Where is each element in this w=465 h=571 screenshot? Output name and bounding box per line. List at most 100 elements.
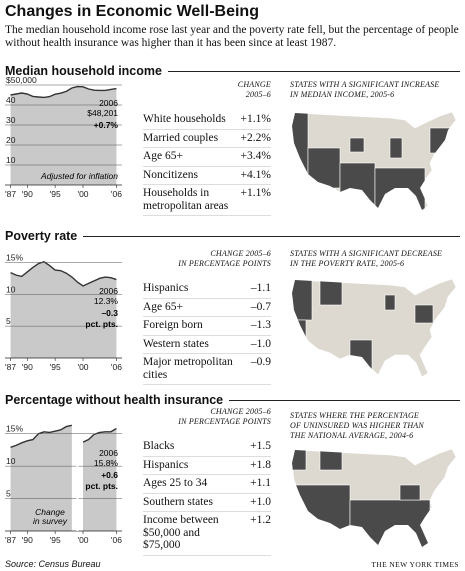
map-title-line: OF UNINSURED WAS HIGHER THAN (290, 421, 424, 430)
rule (167, 70, 460, 72)
x-tick-label: '87 (5, 535, 16, 545)
change-table: CHANGE 2005–6 IN PERCENTAGE POINTS Hispani… (143, 249, 271, 385)
annotation: in survey (33, 516, 68, 526)
table-row: Blacks +1.5 (143, 438, 271, 457)
row-value: +1.5 (250, 440, 271, 452)
y-tick-label: 15% (6, 424, 23, 434)
y-tick-label: 5 (6, 316, 11, 326)
table-row: Households in metropolitan areas +1.1% (143, 185, 271, 216)
table-header: CHANGE 2005–6 (143, 80, 271, 99)
row-label: Western states (143, 337, 209, 350)
source: Source: Census Bureau (5, 559, 101, 569)
annotation: 12.3% (94, 296, 119, 306)
table-header-line: IN PERCENTAGE POINTS (178, 258, 271, 268)
table-row: Southern states +1.0 (143, 494, 271, 512)
table-header: CHANGE 2005–6 IN PERCENTAGE POINTS (143, 249, 271, 268)
x-tick-label: '00 (77, 535, 88, 545)
section-heading: Percentage without health insurance (5, 393, 460, 407)
change-table: CHANGE 2005–6 White households +1.1% Married… (143, 80, 271, 216)
y-tick-label: 10 (6, 284, 16, 294)
y-tick-label: 10 (6, 155, 16, 165)
annotation: Adjusted for inflation (40, 171, 118, 181)
row-label: Age 65+ (143, 150, 184, 162)
row-label: White households (143, 113, 226, 125)
row-value: –1.3 (250, 319, 271, 331)
us-map (291, 448, 457, 548)
row-label: Households in metropolitan areas (143, 187, 229, 212)
annotation: –0.3 (101, 308, 118, 318)
table-row: Noncitizens +4.1% (143, 167, 271, 185)
line (10, 260, 117, 287)
annotation: 2006 (99, 448, 118, 458)
map-title: STATES WITH A SIGNIFICANT INCREASE IN MED… (290, 80, 460, 100)
map-title-line: STATES WITH A SIGNIFICANT DECREASE (290, 249, 443, 258)
y-tick-label: 5 (6, 489, 11, 499)
row-value: +1.0 (250, 495, 271, 508)
x-tick-label: '95 (50, 189, 61, 199)
x-tick-label: '00 (77, 362, 88, 372)
annotation: $48,201 (87, 108, 118, 118)
y-tick-label: $50,000 (6, 75, 37, 85)
row-label: Ages 25 to 34 (143, 477, 208, 489)
row-value: +1.2 (250, 514, 271, 526)
x-tick-label: '00 (77, 189, 88, 199)
annotation: +0.7% (94, 120, 119, 130)
table-header-line: IN PERCENTAGE POINTS (178, 416, 271, 426)
row-label: Southern states (143, 495, 213, 508)
x-tick-label: '90 (22, 535, 33, 545)
annotation: Change (35, 507, 65, 517)
row-value: –0.9 (250, 356, 271, 368)
row-value: +1.1% (240, 187, 271, 199)
line (82, 427, 117, 443)
title: Changes in Economic Well-Being (5, 3, 259, 20)
y-tick-label: 15% (6, 252, 23, 262)
section-title: Percentage without health insurance (5, 393, 224, 407)
x-tick-label: '06 (111, 189, 122, 199)
x-tick-label: '06 (111, 535, 122, 545)
subtitle: The median household income rose last ye… (5, 24, 459, 49)
table-row: Hispanics –1.1 (143, 280, 271, 299)
rule (229, 399, 460, 401)
row-label: Hispanics (143, 458, 189, 471)
map-title: STATES WITH A SIGNIFICANT DECREASE IN THE… (290, 249, 460, 269)
section-heading: Median household income (5, 64, 460, 78)
table-row: Income between $50,000 and $75,000 +1.2 (143, 512, 271, 556)
table-header-line: CHANGE (237, 80, 271, 89)
annotation: +0.6 (101, 470, 118, 480)
table-header-line: CHANGE 2005–6 (210, 249, 271, 258)
section-heading: Poverty rate (5, 229, 460, 243)
row-label: Blacks (143, 440, 175, 452)
section-title: Poverty rate (5, 229, 78, 243)
x-tick-label: '06 (111, 362, 122, 372)
line (10, 85, 117, 99)
map-title-line: STATES WITH A SIGNIFICANT INCREASE (290, 80, 440, 89)
y-tick-label: 40 (6, 95, 16, 105)
table-row: Hispanics +1.8 (143, 457, 271, 475)
annotation: 2006 (99, 286, 118, 296)
row-value: –1.1 (250, 282, 271, 294)
row-value: +1.1 (250, 477, 271, 489)
x-tick-label: '90 (22, 362, 33, 372)
map-title-line: STATES WHERE THE PERCENTAGE (290, 411, 420, 420)
row-label: Noncitizens (143, 168, 198, 181)
table-row: Major metropolitan cities –0.9 (143, 354, 271, 385)
table-row: Ages 25 to 34 +1.1 (143, 475, 271, 494)
table-header-line: CHANGE 2005–6 (210, 407, 271, 416)
x-tick-label: '95 (50, 535, 61, 545)
row-value: +1.8 (250, 458, 271, 471)
area (10, 86, 117, 185)
row-label: Hispanics (143, 282, 189, 294)
row-label: Major metropolitan cities (143, 356, 233, 381)
change-table: CHANGE 2005–6 IN PERCENTAGE POINTS Blacks +… (143, 407, 271, 556)
x-tick-label: '90 (22, 189, 33, 199)
map-title-line: IN THE POVERTY RATE, 2005-6 (290, 259, 405, 268)
credit: THE NEW YORK TIMES (371, 560, 459, 569)
row-value: +2.2% (240, 131, 271, 144)
row-value: +3.4% (240, 150, 271, 162)
table-row: White households +1.1% (143, 111, 271, 130)
area (83, 428, 117, 531)
annotation: pct. pts. (85, 481, 118, 491)
area (10, 261, 117, 358)
row-value: –1.0 (250, 337, 271, 350)
